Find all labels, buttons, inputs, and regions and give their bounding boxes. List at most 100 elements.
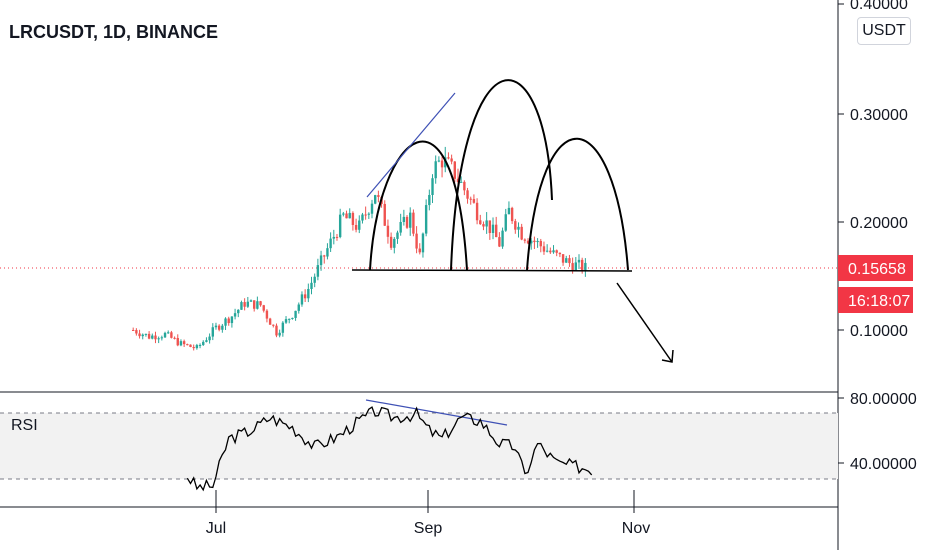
candle-body [504,214,507,231]
candle-body [421,233,425,253]
candle-body [479,220,482,225]
candle-body [151,335,154,339]
candle-body [303,294,307,299]
candle-body [141,334,144,337]
candle-body [316,265,320,277]
candle-body [545,250,549,252]
neckline [351,269,633,272]
candle-body [144,333,148,335]
candle-body [202,341,205,345]
candle-body [424,205,428,234]
candle-body [437,160,441,162]
candle-body [338,214,342,238]
candle-body [507,207,511,215]
candle-body [154,335,157,340]
candle-body [565,258,568,263]
price-axis[interactable]: 0.40000 0.30000 0.20000 0.10000 [838,0,908,340]
time-axis[interactable]: Jul Sep Nov [206,490,650,537]
candle-body [558,252,562,255]
candle-body [256,301,259,309]
candle-body [364,214,367,216]
candle-body [523,239,527,241]
candle-body [361,214,364,221]
left-shoulder-arc [369,140,468,271]
countdown-tag-label: 16:18:07 [848,293,910,310]
breakdown-arrow-shaft [616,282,673,363]
candle-body [189,344,192,347]
candle-body [208,336,211,341]
candle-body [514,221,517,230]
unit-label-button[interactable]: USDT [857,17,911,45]
candle-body [332,236,335,239]
right-shoulder-arc [526,137,629,271]
candle-body [472,199,476,203]
candle-body [323,255,326,257]
candle-body [552,250,555,253]
candle-body [157,338,160,340]
rsi-band [0,413,838,479]
candle-body [383,203,386,226]
last-price-tag-label: 0.15658 [848,261,906,278]
candle-body [167,332,170,334]
candle-body [179,341,183,346]
price-tick-label: 0.40000 [850,0,908,13]
candle-body [517,226,520,230]
candle-body [182,341,186,345]
candle-body [542,246,546,252]
rsi-tick-label: 80.00000 [850,391,917,408]
candle-body [469,198,472,200]
candle-body [198,344,202,346]
candle-body [214,325,218,328]
candle-body [173,337,176,339]
candle-body [577,259,581,263]
candle-body [377,195,380,197]
candle-body [230,316,234,324]
candle-body [482,224,485,227]
candle-body [252,300,256,309]
candle-body [265,310,269,319]
price-tick-label: 0.10000 [850,323,908,340]
candle-body [224,318,227,326]
candle-body [501,230,504,247]
candle-body [415,233,418,249]
candle-body [259,301,262,306]
candle-body [526,240,530,244]
candle-body [227,318,230,324]
candle-body [291,317,294,319]
candle-body [485,220,488,227]
candle-body [345,213,348,219]
candle-body [574,262,578,271]
candle-body [217,325,221,330]
candle-body [135,330,138,334]
candle-body [530,240,533,244]
candle-body [488,220,492,234]
candle-body [249,300,253,302]
candlestick-series [131,146,587,351]
candle-body [386,225,390,237]
candle-body [533,240,536,243]
candle-body [418,248,421,253]
candle-body [192,346,195,349]
candle-body [281,322,285,333]
candle-body [393,238,396,248]
time-tick-label: Jul [206,520,226,537]
candle-body [555,250,558,253]
candle-body [520,226,523,240]
candle-body [539,240,542,247]
time-tick-label: Nov [622,520,650,537]
candle-body [475,202,479,221]
candle-body [428,194,431,206]
candle-body [307,288,310,299]
rsi-axis[interactable]: 80.00000 40.00000 [838,391,917,473]
candle-body [396,232,399,239]
candle-body [138,333,141,337]
candle-body [262,305,265,311]
candle-body [561,254,565,263]
candle-body [584,262,587,272]
candle-body [195,345,199,349]
candle-body [233,313,237,317]
candle-body [297,304,300,311]
candle-body [447,157,450,159]
candle-body [412,212,415,234]
